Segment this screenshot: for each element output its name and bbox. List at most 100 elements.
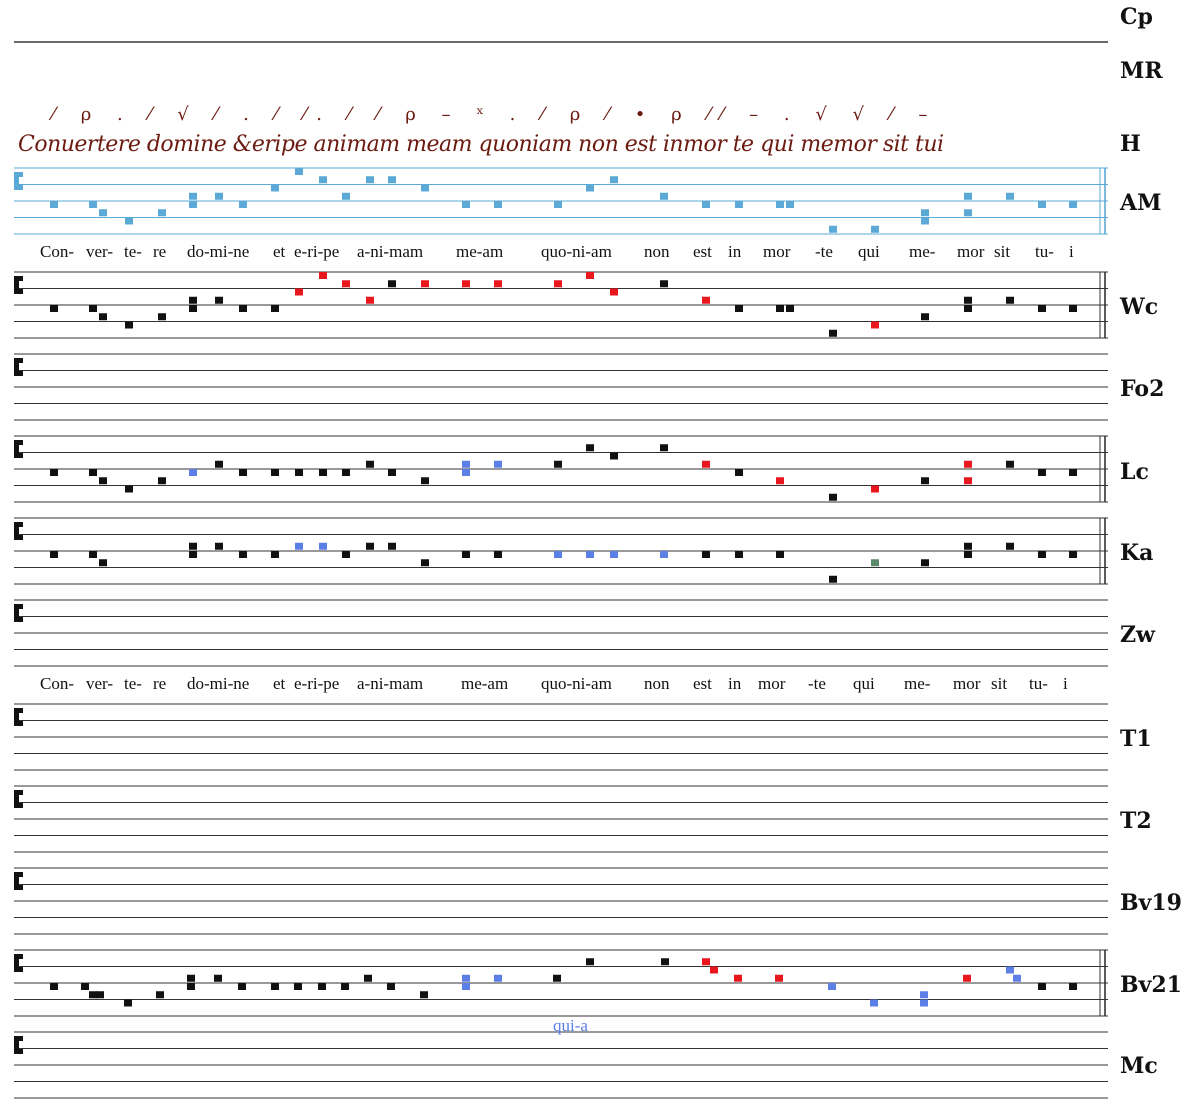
source-label-h: H bbox=[1120, 131, 1141, 157]
c-clef-icon bbox=[19, 790, 23, 795]
neume-note bbox=[610, 551, 618, 558]
neume-note bbox=[964, 305, 972, 312]
neume-note bbox=[1038, 469, 1046, 476]
neume-note bbox=[921, 217, 929, 225]
neume-note bbox=[586, 184, 594, 192]
neume-note bbox=[1069, 201, 1077, 208]
neume-note bbox=[494, 280, 502, 288]
neume-note bbox=[462, 983, 470, 990]
source-label-cp: Cp bbox=[1120, 4, 1153, 30]
neume-note bbox=[125, 321, 133, 329]
syllable: a-ni-mam bbox=[357, 674, 424, 693]
source-label-zw: Zw bbox=[1120, 622, 1155, 648]
neume-note bbox=[239, 201, 247, 208]
neume-note bbox=[50, 305, 58, 312]
neume-note bbox=[735, 551, 743, 558]
neume-note bbox=[586, 958, 594, 966]
neume-note bbox=[89, 201, 97, 208]
c-clef-icon bbox=[19, 440, 23, 445]
c-clef-icon bbox=[14, 708, 19, 726]
neume-note bbox=[870, 999, 878, 1007]
syllable: -te bbox=[808, 674, 826, 693]
neume-note bbox=[1069, 551, 1077, 558]
c-clef-icon bbox=[19, 522, 23, 527]
source-label-ka: Ka bbox=[1120, 540, 1154, 566]
syllable: do-mi-ne bbox=[187, 242, 250, 261]
neume-note bbox=[187, 983, 195, 990]
neume-note bbox=[239, 305, 247, 312]
neume-note bbox=[610, 452, 618, 460]
neume-note bbox=[1038, 983, 1046, 990]
neume-note bbox=[50, 551, 58, 558]
c-clef-icon bbox=[19, 708, 23, 713]
neume-note bbox=[341, 983, 349, 990]
neume-note bbox=[610, 176, 618, 184]
neume-note bbox=[1006, 192, 1014, 200]
neume-note bbox=[158, 477, 166, 485]
neume-note bbox=[660, 551, 668, 558]
syllable: qui bbox=[853, 674, 875, 693]
c-clef-icon bbox=[19, 617, 23, 622]
neume-note bbox=[829, 493, 837, 501]
manuscript-neumes: ⁄ ρ . ⁄ √ ⁄ . ⁄ ⁄. ⁄ ⁄ ρ – ˣ . ⁄ ρ ⁄ • ρ… bbox=[52, 104, 938, 125]
neume-note bbox=[388, 469, 396, 476]
neume-note bbox=[295, 542, 303, 550]
neume-note bbox=[295, 288, 303, 296]
neume-note bbox=[295, 168, 303, 175]
neume-note bbox=[735, 469, 743, 476]
neume-note bbox=[215, 192, 223, 200]
source-label-wc: Wc bbox=[1120, 294, 1159, 320]
neume-note bbox=[702, 296, 710, 304]
c-clef-icon bbox=[19, 604, 23, 609]
neume-note bbox=[99, 477, 107, 485]
neume-note bbox=[871, 485, 879, 493]
neume-note bbox=[554, 460, 562, 468]
neume-note bbox=[189, 542, 197, 550]
neume-note bbox=[702, 958, 710, 966]
neume-note bbox=[319, 272, 327, 279]
c-clef-icon bbox=[19, 535, 23, 540]
neume-note bbox=[586, 551, 594, 558]
source-label-lc: Lc bbox=[1120, 459, 1149, 485]
neume-note bbox=[494, 974, 502, 982]
neume-note bbox=[388, 280, 396, 288]
syllable: sit bbox=[991, 674, 1008, 693]
neume-note bbox=[50, 201, 58, 208]
neume-note bbox=[660, 280, 668, 288]
c-clef-icon bbox=[14, 1036, 19, 1054]
syllable: quo-ni-am bbox=[541, 242, 612, 261]
neume-note bbox=[421, 280, 429, 288]
c-clef-icon bbox=[14, 440, 19, 458]
syllable: qui bbox=[858, 242, 880, 261]
neume-note bbox=[734, 974, 742, 982]
neume-note bbox=[1006, 542, 1014, 550]
source-label-bv21: Bv21 bbox=[1120, 972, 1182, 998]
neume-note bbox=[271, 305, 279, 312]
syllable: re bbox=[153, 674, 167, 693]
neume-note bbox=[99, 209, 107, 217]
neume-note bbox=[99, 313, 107, 321]
neume-note bbox=[775, 974, 783, 982]
neume-note bbox=[50, 469, 58, 476]
syllable: non bbox=[644, 674, 670, 693]
neume-note bbox=[189, 192, 197, 200]
syllable: mor bbox=[763, 242, 791, 261]
neume-note bbox=[366, 296, 374, 304]
c-clef-icon bbox=[19, 967, 23, 972]
neume-note bbox=[494, 201, 502, 208]
neume-note bbox=[554, 201, 562, 208]
neume-note bbox=[215, 542, 223, 550]
neume-note bbox=[828, 983, 836, 990]
c-clef-icon bbox=[14, 358, 19, 376]
neume-note bbox=[735, 201, 743, 208]
neume-note bbox=[388, 176, 396, 184]
neume-note bbox=[964, 460, 972, 468]
neume-note bbox=[342, 469, 350, 476]
syllable: Con- bbox=[40, 242, 74, 261]
c-clef-icon bbox=[14, 522, 19, 540]
source-label-fo2: Fo2 bbox=[1120, 376, 1165, 402]
c-clef-icon bbox=[14, 872, 19, 890]
neume-note bbox=[364, 974, 372, 982]
syllable: tu- bbox=[1035, 242, 1054, 261]
